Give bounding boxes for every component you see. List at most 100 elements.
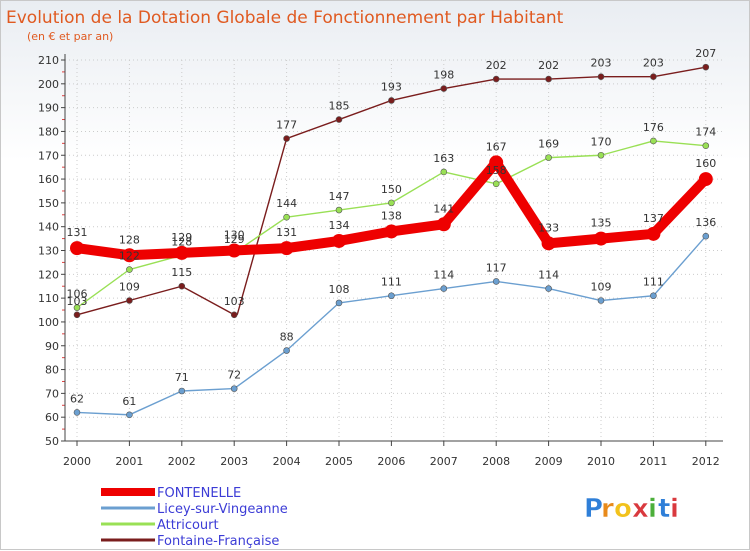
series-fontaine bbox=[73, 63, 710, 319]
data-point bbox=[230, 385, 238, 392]
data-point bbox=[492, 75, 500, 83]
x-tick-label: 2004 bbox=[273, 455, 301, 468]
x-tick-label: 2012 bbox=[692, 455, 720, 468]
axis-layer: 50 60 70 80 90 100 110 120 130 140 150 160 170 180 190… bbox=[38, 54, 723, 468]
data-point bbox=[126, 297, 133, 304]
data-label: 122 bbox=[119, 250, 140, 263]
data-point bbox=[440, 168, 448, 176]
data-label: 114 bbox=[538, 269, 559, 282]
data-point bbox=[283, 135, 290, 142]
y-tick-label: 180 bbox=[38, 125, 59, 138]
data-point bbox=[335, 299, 343, 307]
x-tick-label: 2000 bbox=[63, 455, 91, 468]
data-point bbox=[650, 292, 657, 300]
data-point bbox=[335, 206, 343, 214]
data-label: 198 bbox=[433, 69, 454, 82]
x-tick-label: 2005 bbox=[325, 455, 353, 468]
data-label: 185 bbox=[329, 100, 350, 113]
legend-label: FONTENELLE bbox=[157, 486, 241, 501]
data-point bbox=[541, 236, 556, 251]
data-label: 61 bbox=[122, 395, 136, 408]
y-tick-label: 130 bbox=[38, 245, 59, 258]
data-label: 108 bbox=[329, 283, 350, 296]
data-point bbox=[73, 304, 81, 311]
data-label: 135 bbox=[591, 217, 612, 230]
legend-label: Attricourt bbox=[157, 518, 219, 533]
data-label: 147 bbox=[329, 190, 350, 203]
data-label: 160 bbox=[695, 157, 716, 170]
data-point bbox=[702, 142, 710, 150]
y-tick-label: 80 bbox=[45, 364, 59, 377]
data-point bbox=[597, 151, 605, 159]
data-label: 207 bbox=[695, 47, 716, 60]
y-tick-label: 100 bbox=[38, 316, 59, 329]
data-point bbox=[388, 199, 395, 207]
data-point bbox=[126, 266, 133, 273]
data-point bbox=[646, 226, 661, 241]
data-label: 202 bbox=[538, 59, 559, 72]
data-label: 117 bbox=[486, 261, 507, 274]
data-label: 128 bbox=[119, 233, 140, 246]
data-label: 131 bbox=[276, 226, 297, 239]
y-tick-label: 70 bbox=[45, 387, 59, 400]
data-label: 169 bbox=[538, 138, 559, 151]
data-label: 134 bbox=[329, 219, 350, 232]
data-point bbox=[702, 232, 710, 240]
x-tick-label: 2008 bbox=[482, 455, 510, 468]
data-point bbox=[227, 243, 242, 258]
data-label: 158 bbox=[486, 164, 507, 177]
data-point bbox=[178, 387, 186, 395]
data-point bbox=[650, 73, 657, 80]
series-line-segment bbox=[76, 285, 235, 316]
data-label: 141 bbox=[433, 202, 454, 215]
data-label: 129 bbox=[171, 231, 192, 244]
data-point bbox=[335, 116, 343, 123]
data-point bbox=[597, 297, 605, 304]
x-tick-label: 2006 bbox=[377, 455, 405, 468]
data-label: 137 bbox=[643, 212, 664, 225]
x-tick-label: 2007 bbox=[430, 455, 458, 468]
legend-label: Fontaine-Française bbox=[157, 534, 279, 549]
data-label: 109 bbox=[119, 281, 140, 294]
x-tick-label: 2003 bbox=[220, 455, 248, 468]
logo-letter: r bbox=[601, 494, 614, 524]
data-point bbox=[702, 63, 710, 71]
data-point bbox=[230, 311, 238, 319]
data-point bbox=[489, 155, 504, 170]
y-tick-label: 170 bbox=[38, 149, 59, 162]
legend-item: FONTENELLE bbox=[101, 486, 241, 501]
data-point bbox=[178, 282, 186, 290]
data-label: 72 bbox=[227, 369, 241, 382]
logo-letter: i bbox=[648, 494, 657, 524]
series-fontenelle bbox=[70, 155, 713, 263]
series-licey bbox=[73, 232, 710, 419]
y-tick-label: 200 bbox=[38, 78, 59, 91]
data-point bbox=[73, 311, 81, 319]
data-point bbox=[126, 411, 133, 419]
data-label: 115 bbox=[171, 266, 192, 279]
data-point bbox=[545, 75, 552, 83]
data-label: 150 bbox=[381, 183, 402, 196]
data-label: 177 bbox=[276, 119, 297, 132]
legend-item: Licey-sur-Vingeanne bbox=[101, 502, 288, 517]
data-point bbox=[492, 278, 500, 285]
data-point bbox=[70, 241, 84, 256]
chart-subtitle: (en € et par an) bbox=[27, 30, 113, 43]
data-label: 111 bbox=[381, 276, 402, 289]
logo-letter: i bbox=[670, 494, 679, 524]
data-label: 163 bbox=[433, 152, 454, 165]
data-label: 103 bbox=[224, 295, 245, 308]
data-point bbox=[440, 85, 448, 92]
legend-item: Attricourt bbox=[101, 518, 219, 533]
y-tick-label: 150 bbox=[38, 197, 59, 210]
data-point bbox=[436, 217, 451, 232]
data-point bbox=[492, 180, 500, 188]
label-layer: 103 109 115 103 177 185 193 198 202 202 203 203 207 6… bbox=[67, 47, 717, 408]
data-label: 203 bbox=[643, 57, 664, 70]
legend-item: Fontaine-Française bbox=[101, 534, 279, 549]
data-point bbox=[597, 73, 605, 80]
y-tick-label: 50 bbox=[45, 435, 59, 448]
logo-letter: t bbox=[658, 494, 670, 524]
